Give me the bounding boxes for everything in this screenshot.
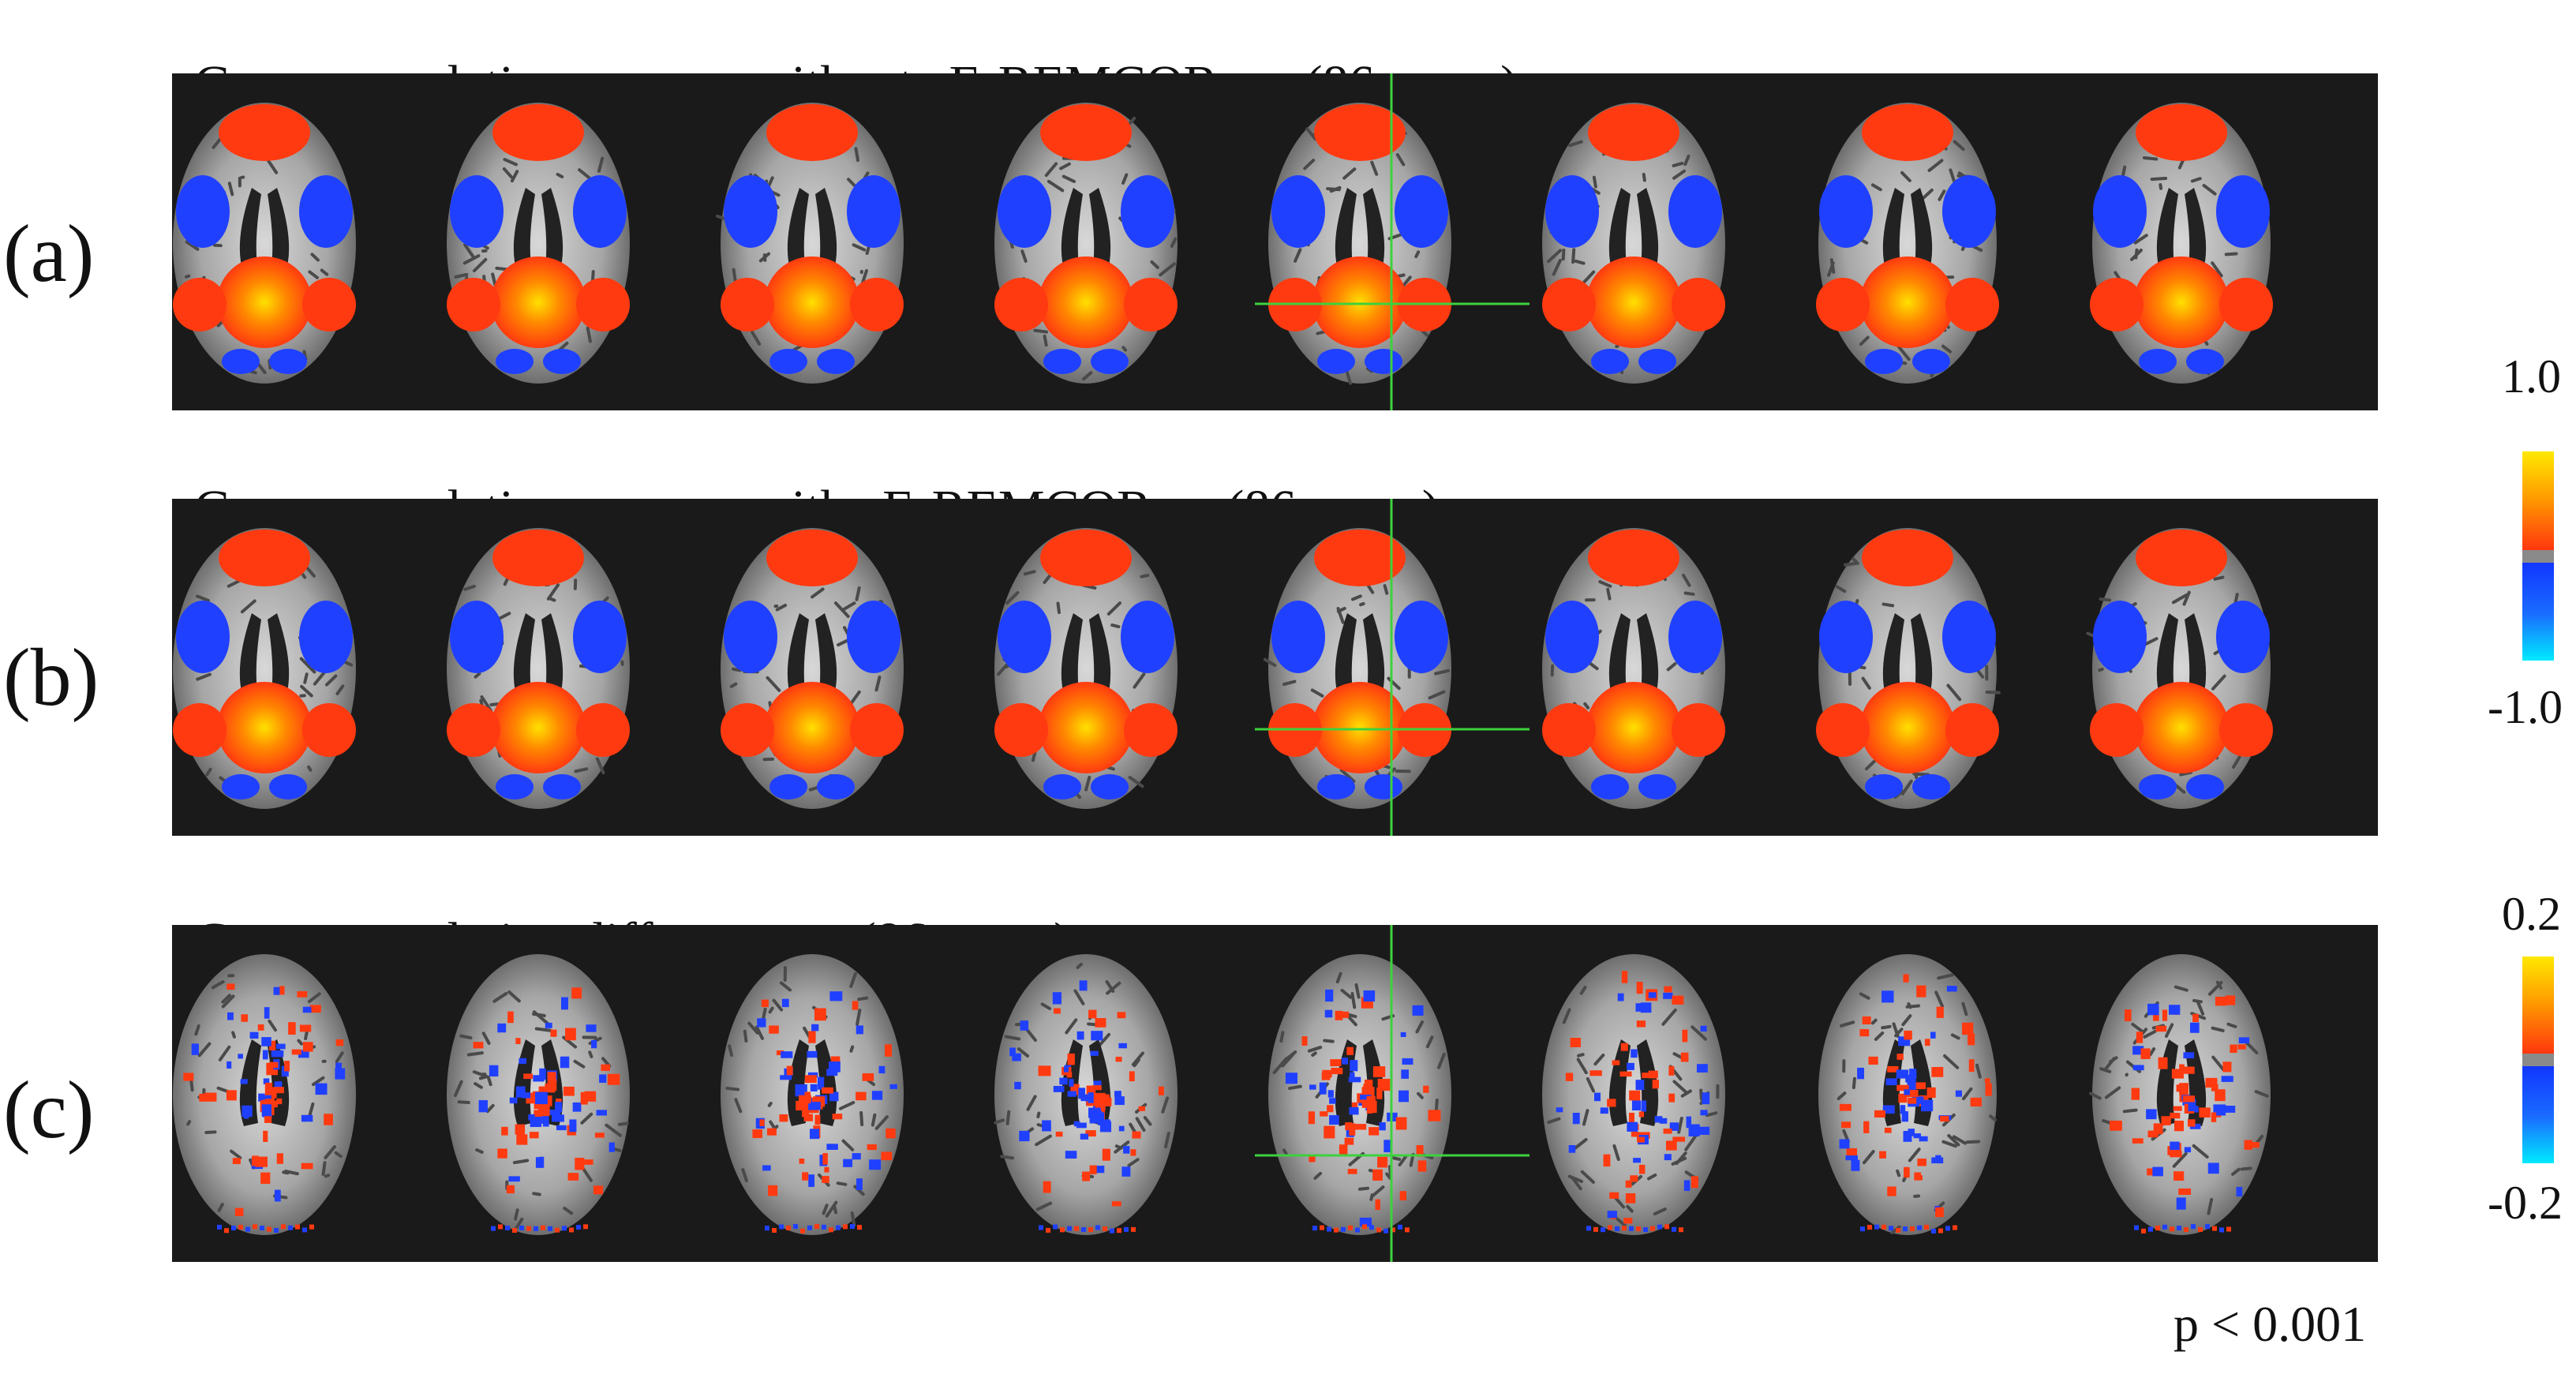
axial-brain-slice-icon xyxy=(1818,954,1998,1235)
correlation-colorbar-threshold xyxy=(2522,549,2554,563)
difference-colorbar-max-label: 0.2 xyxy=(2502,888,2561,940)
difference-colorbar xyxy=(2522,957,2554,1163)
axial-brain-slice-icon xyxy=(447,528,630,809)
axial-brain-slice-icon xyxy=(2089,954,2271,1235)
difference-colorbar-min-label: -0.2 xyxy=(2488,1177,2563,1229)
panel-c-slices xyxy=(173,925,2271,1262)
panel-a-slices xyxy=(173,73,2273,410)
axial-brain-slice-icon xyxy=(173,528,356,809)
crosshair-icon xyxy=(1255,73,1530,410)
correlation-colorbar-min-label: -1.0 xyxy=(2488,681,2563,733)
axial-brain-slice-icon xyxy=(447,954,630,1235)
axial-brain-slice-icon xyxy=(1263,528,1451,809)
axial-brain-slice-icon xyxy=(1268,954,1451,1235)
axial-brain-slice-icon xyxy=(994,103,1178,384)
correlation-colorbar-max-label: 1.0 xyxy=(2502,350,2561,402)
axial-brain-slice-icon xyxy=(1816,528,2001,809)
axial-brain-slice-icon xyxy=(1542,954,1725,1235)
axial-brain-slice-icon xyxy=(1816,103,1999,384)
axial-brain-slice-icon xyxy=(994,954,1178,1235)
panel-b-slice-strip xyxy=(172,499,2378,836)
panel-b-label: (b) xyxy=(3,632,99,723)
axial-brain-slice-icon xyxy=(1542,103,1725,384)
axial-brain-slice-icon xyxy=(447,103,630,384)
axial-brain-slice-icon xyxy=(721,954,904,1235)
panel-a-slice-strip xyxy=(172,73,2378,410)
correlation-colorbar xyxy=(2522,451,2554,661)
correlation-colorbar-positive xyxy=(2522,451,2554,556)
correlation-colorbar-negative xyxy=(2522,556,2554,661)
axial-brain-slice-icon xyxy=(721,528,904,809)
axial-brain-slice-icon xyxy=(715,103,904,384)
difference-colorbar-negative xyxy=(2522,1060,2554,1163)
panel-c-slice-strip xyxy=(172,925,2378,1262)
axial-brain-slice-icon xyxy=(994,528,1178,809)
difference-colorbar-threshold xyxy=(2522,1054,2554,1066)
difference-colorbar-positive xyxy=(2522,957,2554,1060)
axial-brain-slice-icon xyxy=(2086,528,2273,809)
crosshair-icon xyxy=(1255,925,1530,1262)
crosshair-icon xyxy=(1255,499,1530,836)
panel-b-slices xyxy=(173,499,2273,836)
axial-brain-slice-icon xyxy=(1542,528,1725,809)
axial-brain-slice-icon xyxy=(2090,103,2273,384)
axial-brain-slice-icon xyxy=(1268,103,1451,385)
axial-brain-slice-icon xyxy=(173,954,356,1235)
axial-brain-slice-icon xyxy=(173,103,356,384)
significance-threshold: p < 0.001 xyxy=(2174,1296,2367,1352)
panel-a-label: (a) xyxy=(3,208,95,299)
panel-c-label: (c) xyxy=(3,1065,95,1155)
